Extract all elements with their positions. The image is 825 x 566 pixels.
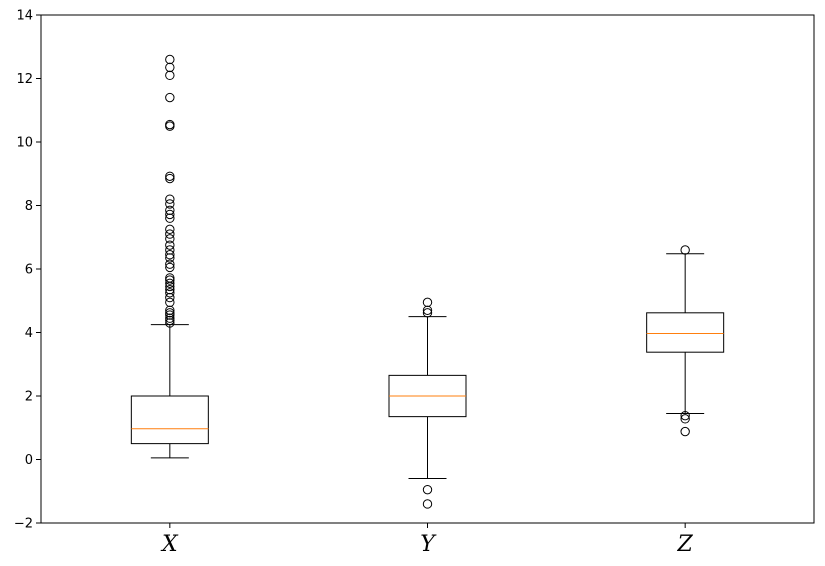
boxes-layer (130, 54, 725, 509)
outlier-point (165, 171, 175, 181)
y-tick-label: 0 (25, 453, 33, 468)
outlier-point (680, 426, 690, 437)
outlier-point (680, 410, 690, 421)
outlier-point (165, 315, 175, 326)
outlier-point (422, 499, 433, 509)
y-tick-label: 8 (25, 199, 33, 214)
y-axis: −2 0 2 4 6 8 10 12 14 (14, 9, 41, 532)
y-tick-label: 10 (16, 136, 33, 151)
outlier-point (422, 484, 433, 495)
x-tick-label: Z (677, 532, 694, 557)
box-Y (388, 297, 467, 509)
outlier-point (165, 119, 175, 130)
outlier-point (422, 308, 433, 318)
outlier-point (165, 173, 175, 184)
outlier-point (165, 297, 175, 308)
outlier-point (422, 297, 433, 308)
outlier-point (165, 194, 175, 204)
x-tick-label: Y (420, 532, 437, 557)
outlier-point (165, 310, 175, 320)
outlier-point (165, 54, 175, 65)
outlier-point (165, 245, 175, 255)
outlier-point (165, 250, 175, 260)
outlier-point (165, 224, 175, 235)
box-X (130, 54, 209, 459)
iqr-box (130, 395, 209, 445)
y-tick-label: 14 (16, 9, 33, 24)
outlier-point (165, 288, 175, 298)
box-Z (646, 245, 725, 437)
outlier-point (680, 414, 690, 424)
outlier-point (165, 259, 175, 269)
outlier-point (165, 284, 175, 295)
iqr-box (646, 312, 725, 353)
outlier-point (165, 278, 175, 288)
x-tick-label: X (160, 532, 179, 557)
y-tick-label: 6 (25, 263, 33, 278)
y-tick-label: 2 (25, 390, 33, 405)
x-axis: X Y Z (160, 523, 694, 557)
y-tick-label: 12 (16, 72, 33, 87)
outlier-point (165, 234, 175, 244)
outlier-point (165, 229, 175, 239)
outlier-point (165, 92, 175, 103)
y-tick-label: 4 (25, 326, 33, 341)
outlier-point (165, 199, 175, 209)
outlier-point (165, 262, 175, 273)
outlier-point (165, 205, 175, 215)
y-tick-label: −2 (14, 517, 33, 532)
outlier-point (165, 273, 175, 283)
outlier-point (165, 275, 175, 285)
outlier-point (165, 308, 175, 318)
outlier-point (165, 240, 175, 250)
outlier-point (680, 245, 690, 255)
outlier-point (165, 209, 175, 220)
